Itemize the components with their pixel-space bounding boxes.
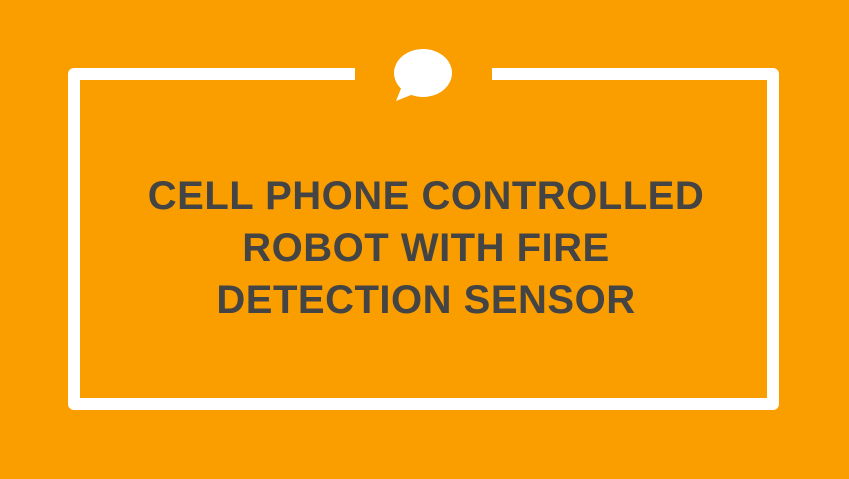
title-line-3: DETECTION SENSOR	[216, 278, 636, 322]
slide-title: CELL PHONE CONTROLLED ROBOT WITH FIRE DE…	[96, 170, 756, 326]
frame-border	[68, 68, 779, 410]
speech-bubble-icon	[394, 49, 452, 101]
title-line-1: CELL PHONE CONTROLLED	[147, 174, 705, 218]
title-line-2: ROBOT WITH FIRE	[242, 226, 610, 270]
